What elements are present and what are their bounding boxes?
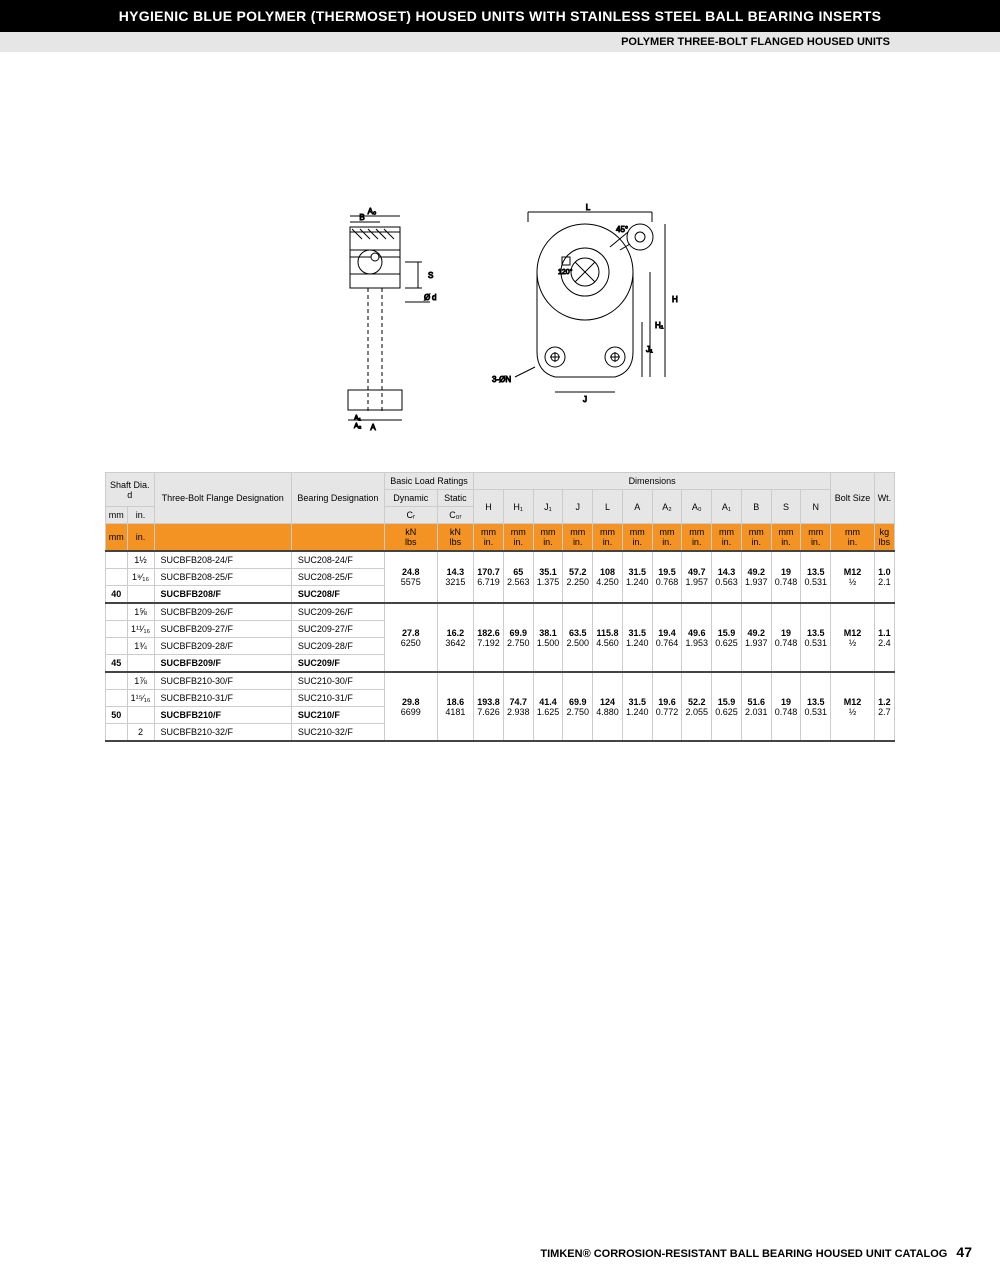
svg-text:L: L [586, 203, 591, 212]
col-dims-group: Dimensions [474, 473, 831, 490]
col-A2: A₂ [652, 490, 682, 524]
svg-text:45°: 45° [616, 225, 628, 234]
col-J: J [563, 490, 593, 524]
table-row: 1⅝SUCBFB209-26/FSUC209-26/F27.8625016.23… [106, 603, 895, 621]
unit-row: mm in. kNlbs kNlbs mmin. mmin. mmin. mmi… [106, 524, 895, 552]
spec-table: Shaft Dia. d Three-Bolt Flange Designati… [105, 472, 895, 742]
col-wt: Wt. [874, 473, 894, 524]
col-B: B [741, 490, 771, 524]
diagram-insert: A₀ B S Ød A A₁ A₂ [310, 202, 440, 442]
svg-text:A: A [370, 423, 376, 432]
svg-text:A₂: A₂ [354, 423, 362, 430]
col-C0r: C₀ᵣ [437, 507, 473, 524]
svg-text:H: H [672, 295, 678, 304]
col-bolt: Bolt Size [831, 473, 875, 524]
col-mm: mm [106, 507, 128, 524]
col-A: A [622, 490, 652, 524]
col-A0: A₀ [682, 490, 712, 524]
col-flange: Three-Bolt Flange Designation [154, 473, 291, 524]
diagram-flange: 45° 120° L H H₁ J₁ J 3-ØN [480, 202, 690, 432]
svg-text:A₀: A₀ [368, 207, 377, 216]
col-H1: H₁ [503, 490, 533, 524]
col-bearing: Bearing Designation [291, 473, 384, 524]
svg-text:Ø: Ø [424, 293, 430, 302]
col-L: L [593, 490, 623, 524]
col-Cr: Cᵣ [384, 507, 437, 524]
col-J1: J₁ [533, 490, 563, 524]
col-H: H [474, 490, 504, 524]
col-S: S [771, 490, 801, 524]
page-footer: TIMKEN® CORROSION-RESISTANT BALL BEARING… [540, 1244, 972, 1260]
svg-text:H₁: H₁ [655, 321, 664, 330]
col-shaft: Shaft Dia. d [106, 473, 155, 507]
page-subheader: POLYMER THREE-BOLT FLANGED HOUSED UNITS [0, 32, 1000, 52]
table-row: 1½SUCBFB208-24/FSUC208-24/F24.8557514.33… [106, 551, 895, 569]
page-header: HYGIENIC BLUE POLYMER (THERMOSET) HOUSED… [0, 0, 1000, 32]
diagram-area: A₀ B S Ød A A₁ A₂ 45° [0, 202, 1000, 442]
svg-text:3-ØN: 3-ØN [492, 375, 511, 384]
col-dynamic: Dynamic [384, 490, 437, 507]
svg-text:A₁: A₁ [354, 415, 362, 422]
col-A1: A₁ [712, 490, 742, 524]
svg-text:J₁: J₁ [646, 345, 653, 354]
col-load-group: Basic Load Ratings [384, 473, 473, 490]
table-row: 1⅞SUCBFB210-30/FSUC210-30/F29.8669918.64… [106, 672, 895, 690]
svg-text:d: d [432, 293, 436, 302]
col-in: in. [127, 507, 154, 524]
col-N: N [801, 490, 831, 524]
col-static: Static [437, 490, 473, 507]
svg-text:S: S [428, 271, 433, 280]
svg-text:J: J [583, 395, 587, 404]
svg-text:120°: 120° [558, 268, 573, 276]
svg-text:B: B [359, 213, 364, 222]
